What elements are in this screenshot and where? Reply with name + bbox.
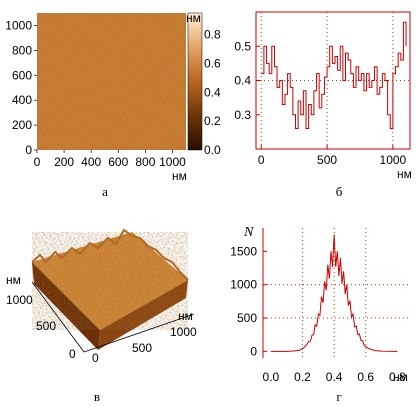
g-y-tick-label: 0 — [250, 344, 257, 358]
colorbar-tick-label: 0.4 — [204, 85, 221, 99]
b-profile-line — [261, 21, 407, 129]
v-right-tick-1000: 1000 — [170, 325, 197, 339]
colorbar — [187, 12, 203, 151]
a-y-tick-label: 0 — [25, 143, 32, 157]
a-x-tick-label: 1000 — [159, 155, 186, 169]
surface-rough-edge — [31, 228, 189, 281]
panel-a: 0 200 400 600 800 1000 0 200 400 600 800 1000 нм 0… — [5, 11, 221, 199]
g-grid — [263, 228, 410, 358]
caption-b: б — [336, 184, 343, 199]
g-x-tick-label: 0.4 — [326, 370, 343, 384]
g-y-tick-label: 1500 — [230, 244, 257, 258]
b-x-unit-label: нм — [397, 167, 412, 181]
a-y-tick-label: 400 — [12, 93, 32, 107]
caption-a: а — [102, 184, 108, 199]
colorbar-tick-label: 0.0 — [204, 143, 221, 157]
g-x-unit-label: нм — [393, 370, 408, 384]
axis-3d-left — [31, 281, 85, 353]
v-right-tick-0: 0 — [92, 351, 99, 365]
a-y-tick-label: 600 — [12, 68, 32, 82]
a-y-ticks: 0 200 400 600 800 1000 — [5, 18, 37, 157]
v-left-tick-0: 0 — [69, 347, 76, 361]
panel-g: 0.0 0.2 0.4 0.6 0.8 0 500 1000 1500 N нм г — [230, 225, 410, 404]
a-x-tick-label: 800 — [135, 155, 155, 169]
g-histogram-line — [270, 234, 398, 352]
panel-b: 0 500 1000 0.3 0.4 0.5 нм б — [234, 11, 412, 199]
b-y-tick-label: 0.4 — [234, 74, 251, 88]
v-left-tick-500: 500 — [36, 319, 56, 333]
a-x-unit-label: нм — [172, 169, 187, 183]
b-x-tick-label: 1000 — [380, 153, 407, 167]
a-x-tick-label: 400 — [81, 155, 101, 169]
panel-v: нм 1000 500 0 0 500 1000 нм в — [6, 228, 197, 404]
g-x-ticks: 0.0 0.2 0.4 0.6 0.8 — [263, 370, 406, 384]
colorbar-tick-label: 0.6 — [204, 56, 221, 70]
g-y-ticks: 0 500 1000 1500 — [230, 244, 267, 358]
g-x-tick-label: 0.0 — [263, 370, 280, 384]
colorbar-ticks: 0.0 0.2 0.4 0.6 0.8 — [204, 28, 221, 157]
v-right-unit-label: нм — [178, 309, 193, 323]
b-y-tick-label: 0.3 — [234, 108, 251, 122]
b-y-tick-label: 0.5 — [234, 39, 251, 53]
g-x-tick-label: 0.2 — [294, 370, 311, 384]
v-left-tick-1000: 1000 — [6, 293, 33, 307]
afm-image-texture — [37, 13, 186, 150]
b-x-tick-label: 0 — [258, 153, 265, 167]
colorbar-tick-label: 0.2 — [204, 114, 221, 128]
a-x-ticks: 0 200 400 600 800 1000 — [34, 150, 186, 169]
v-right-tick-500: 500 — [132, 341, 152, 355]
g-x-tick-label: 0.8 — [389, 370, 406, 384]
g-y-tick-label: 1000 — [230, 278, 257, 292]
a-x-tick-label: 600 — [108, 155, 128, 169]
g-y-axis-label: N — [243, 225, 254, 240]
axis-3d-right — [83, 313, 195, 353]
caption-g: г — [336, 389, 341, 404]
b-y-ticks: 0.3 0.4 0.5 — [234, 39, 260, 122]
g-y-tick-label: 500 — [237, 311, 257, 325]
surface-left-face — [32, 262, 100, 350]
a-y-tick-label: 200 — [12, 118, 32, 132]
caption-v: в — [94, 389, 100, 404]
a-x-tick-label: 200 — [54, 155, 74, 169]
surface-top-texture — [32, 232, 188, 330]
a-x-tick-label: 0 — [34, 155, 41, 169]
colorbar-tick-label: 0.8 — [204, 28, 221, 42]
b-x-tick-label: 500 — [317, 153, 337, 167]
v-left-unit-label: нм — [6, 273, 21, 287]
a-y-tick-label: 1000 — [5, 18, 32, 32]
surface-right-face — [98, 280, 188, 350]
a-y-tick-label: 800 — [12, 43, 32, 57]
colorbar-unit-label: нм — [186, 11, 201, 25]
b-x-ticks: 0 500 1000 — [258, 145, 407, 167]
g-x-tick-label: 0.6 — [357, 370, 374, 384]
